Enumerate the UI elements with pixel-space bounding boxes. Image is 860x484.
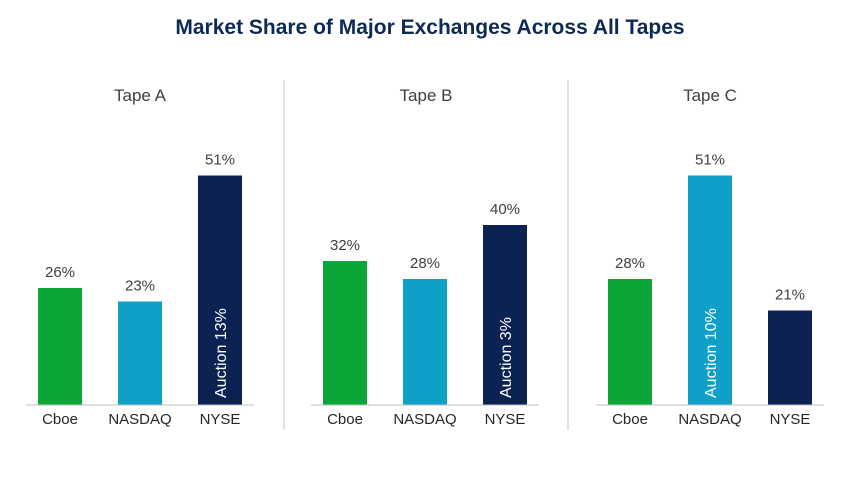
value-label: 32% bbox=[330, 237, 360, 254]
category-label: NASDAQ bbox=[393, 411, 456, 428]
category-label: NYSE bbox=[770, 411, 811, 428]
auction-annotation: Auction 13% bbox=[213, 308, 230, 398]
panel-title: Tape A bbox=[114, 86, 167, 105]
chart-title: Market Share of Major Exchanges Across A… bbox=[175, 16, 685, 39]
value-label: 51% bbox=[695, 152, 725, 169]
panel-title: Tape B bbox=[400, 86, 453, 105]
auction-annotation: Auction 10% bbox=[703, 308, 720, 398]
auction-annotation: Auction 3% bbox=[498, 317, 515, 398]
category-label: Cboe bbox=[327, 411, 363, 428]
bar-cboe bbox=[38, 288, 82, 405]
value-label: 23% bbox=[125, 278, 155, 295]
bar-nasdaq bbox=[688, 175, 732, 405]
panel-title: Tape C bbox=[683, 86, 737, 105]
value-label: 26% bbox=[45, 264, 75, 281]
bar-nyse bbox=[198, 175, 242, 405]
category-label: NYSE bbox=[200, 411, 241, 428]
bar-nasdaq bbox=[403, 279, 447, 405]
bar-cboe bbox=[608, 279, 652, 405]
bar-nasdaq bbox=[118, 301, 162, 405]
bar-cboe bbox=[323, 261, 367, 405]
category-label: NYSE bbox=[485, 411, 526, 428]
category-label: Cboe bbox=[42, 411, 78, 428]
value-label: 28% bbox=[615, 255, 645, 272]
value-label: 40% bbox=[490, 201, 520, 218]
category-label: Cboe bbox=[612, 411, 648, 428]
category-label: NASDAQ bbox=[678, 411, 741, 428]
value-label: 51% bbox=[205, 152, 235, 169]
bar-nyse bbox=[483, 225, 527, 405]
value-label: 28% bbox=[410, 255, 440, 272]
bar-nyse bbox=[768, 310, 812, 405]
value-label: 21% bbox=[775, 287, 805, 304]
category-label: NASDAQ bbox=[108, 411, 171, 428]
